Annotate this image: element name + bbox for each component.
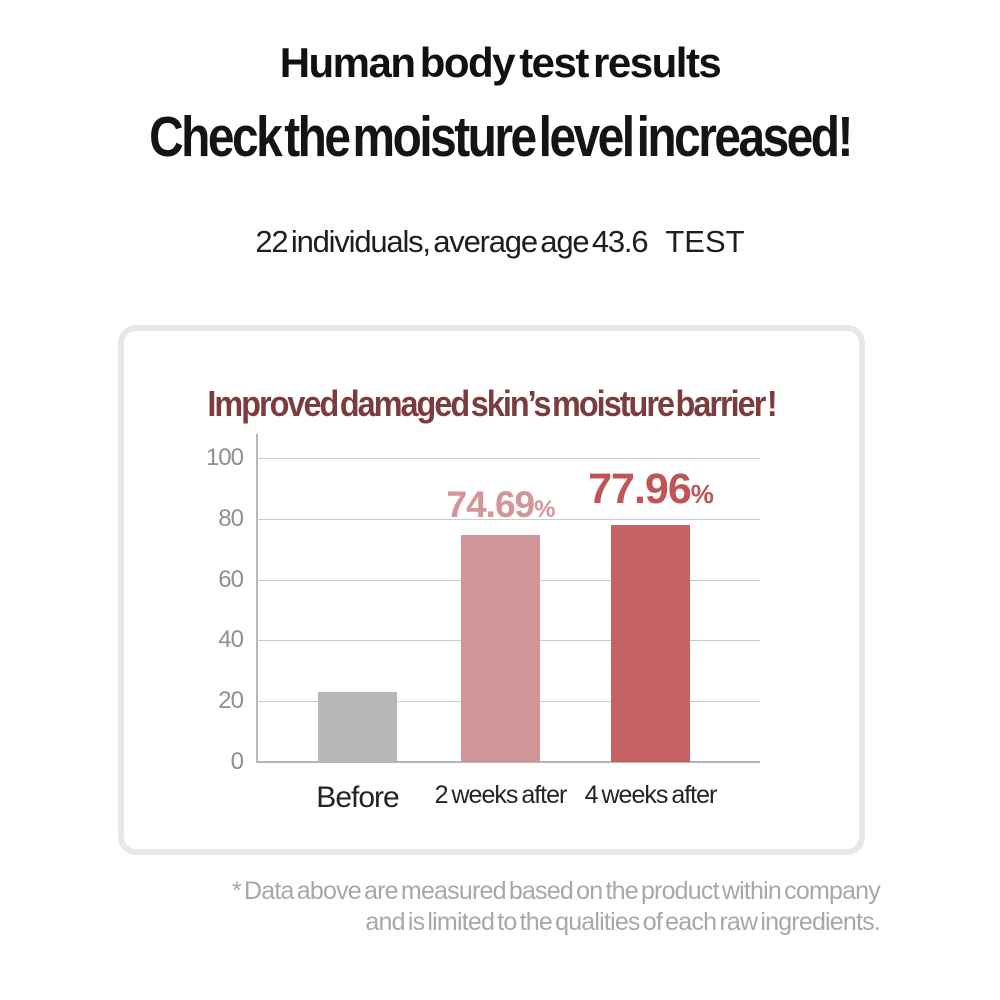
y-tick-label-20: 20: [218, 687, 244, 715]
data-label-value: 77.96: [588, 465, 692, 514]
data-label-value: 74.69: [446, 483, 536, 525]
chart-title: Improved damaged skin’s moisture barrier…: [207, 383, 777, 424]
y-axis-line: [256, 434, 258, 763]
x-category-label-before: Before: [316, 781, 399, 814]
y-tick-label-40: 40: [218, 626, 244, 654]
bar-2-weeks-after: [461, 534, 540, 762]
percent-sign: %: [690, 479, 714, 510]
footnote-line1: * Data above are measured based on the p…: [231, 877, 881, 905]
bar-chart: 0 20 40 60 80 100 Before 2 weeks after 74.69% 4 w…: [206, 434, 760, 814]
x-category-label-4-weeks-after: 4 weeks after: [584, 781, 718, 809]
result-card: Improved damaged skin’s moisture barrier…: [118, 325, 865, 855]
page-title: Human body test results: [279, 39, 722, 86]
bar-before: [318, 692, 397, 762]
data-label-4-weeks-after: 77.96%: [588, 465, 714, 514]
gridline-80: [257, 518, 760, 520]
subtitle-test-tag: TEST: [665, 224, 745, 259]
gridline-100: [257, 458, 760, 459]
subtitle-text: 22 individuals, average age 43.6: [255, 224, 648, 259]
y-tick-label-0: 0: [230, 748, 244, 775]
test-subtitle: 22 individuals, average age 43.6 TEST: [0, 224, 1000, 260]
y-tick-label-60: 60: [218, 565, 244, 593]
y-tick-label-80: 80: [218, 504, 244, 532]
footnote: * Data above are measured based on the p…: [231, 876, 881, 938]
data-label-2-weeks-after: 74.69%: [446, 483, 556, 525]
percent-sign: %: [534, 495, 555, 523]
page-headline: Check the moisture level increased!: [149, 105, 853, 169]
bar-4-weeks-after: [611, 525, 690, 762]
x-category-label-2-weeks-after: 2 weeks after: [434, 781, 568, 809]
gridline-0: [257, 761, 760, 763]
y-tick-label-100: 100: [205, 444, 244, 471]
footnote-line2: and is limited to the qualities of each …: [365, 908, 880, 936]
